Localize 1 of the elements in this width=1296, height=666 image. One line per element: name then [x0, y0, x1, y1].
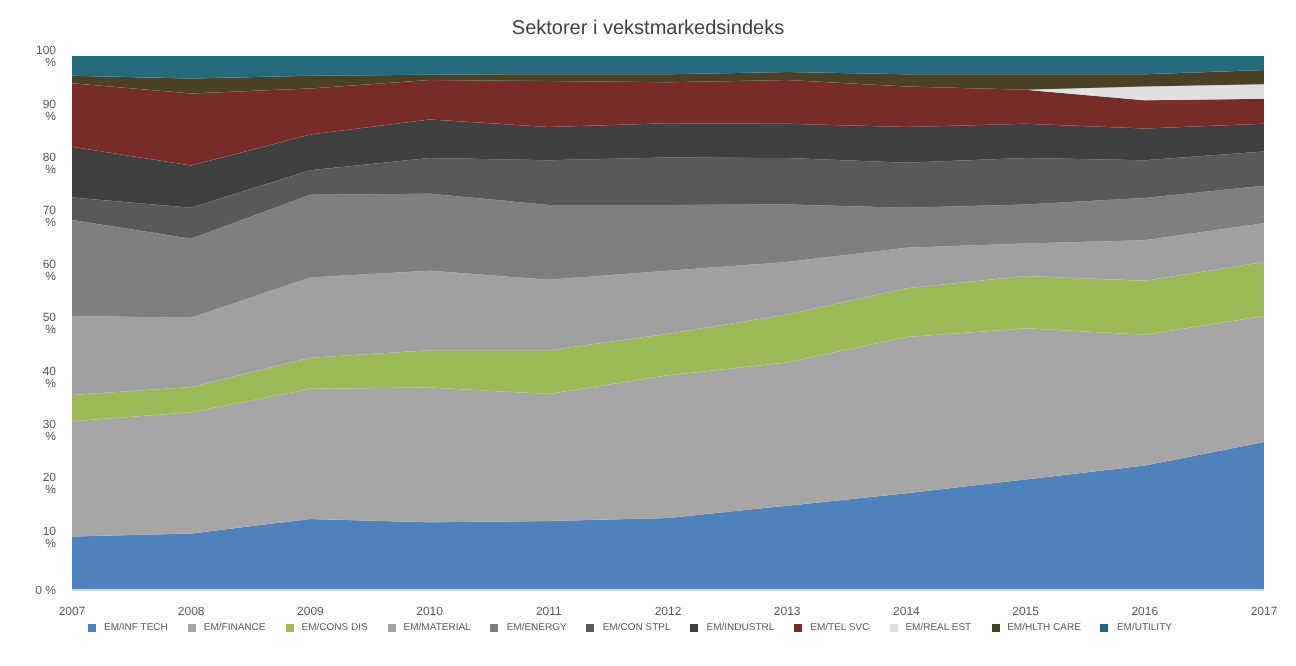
chart-title: Sektorer i vekstmarkedsindeks	[509, 16, 787, 44]
